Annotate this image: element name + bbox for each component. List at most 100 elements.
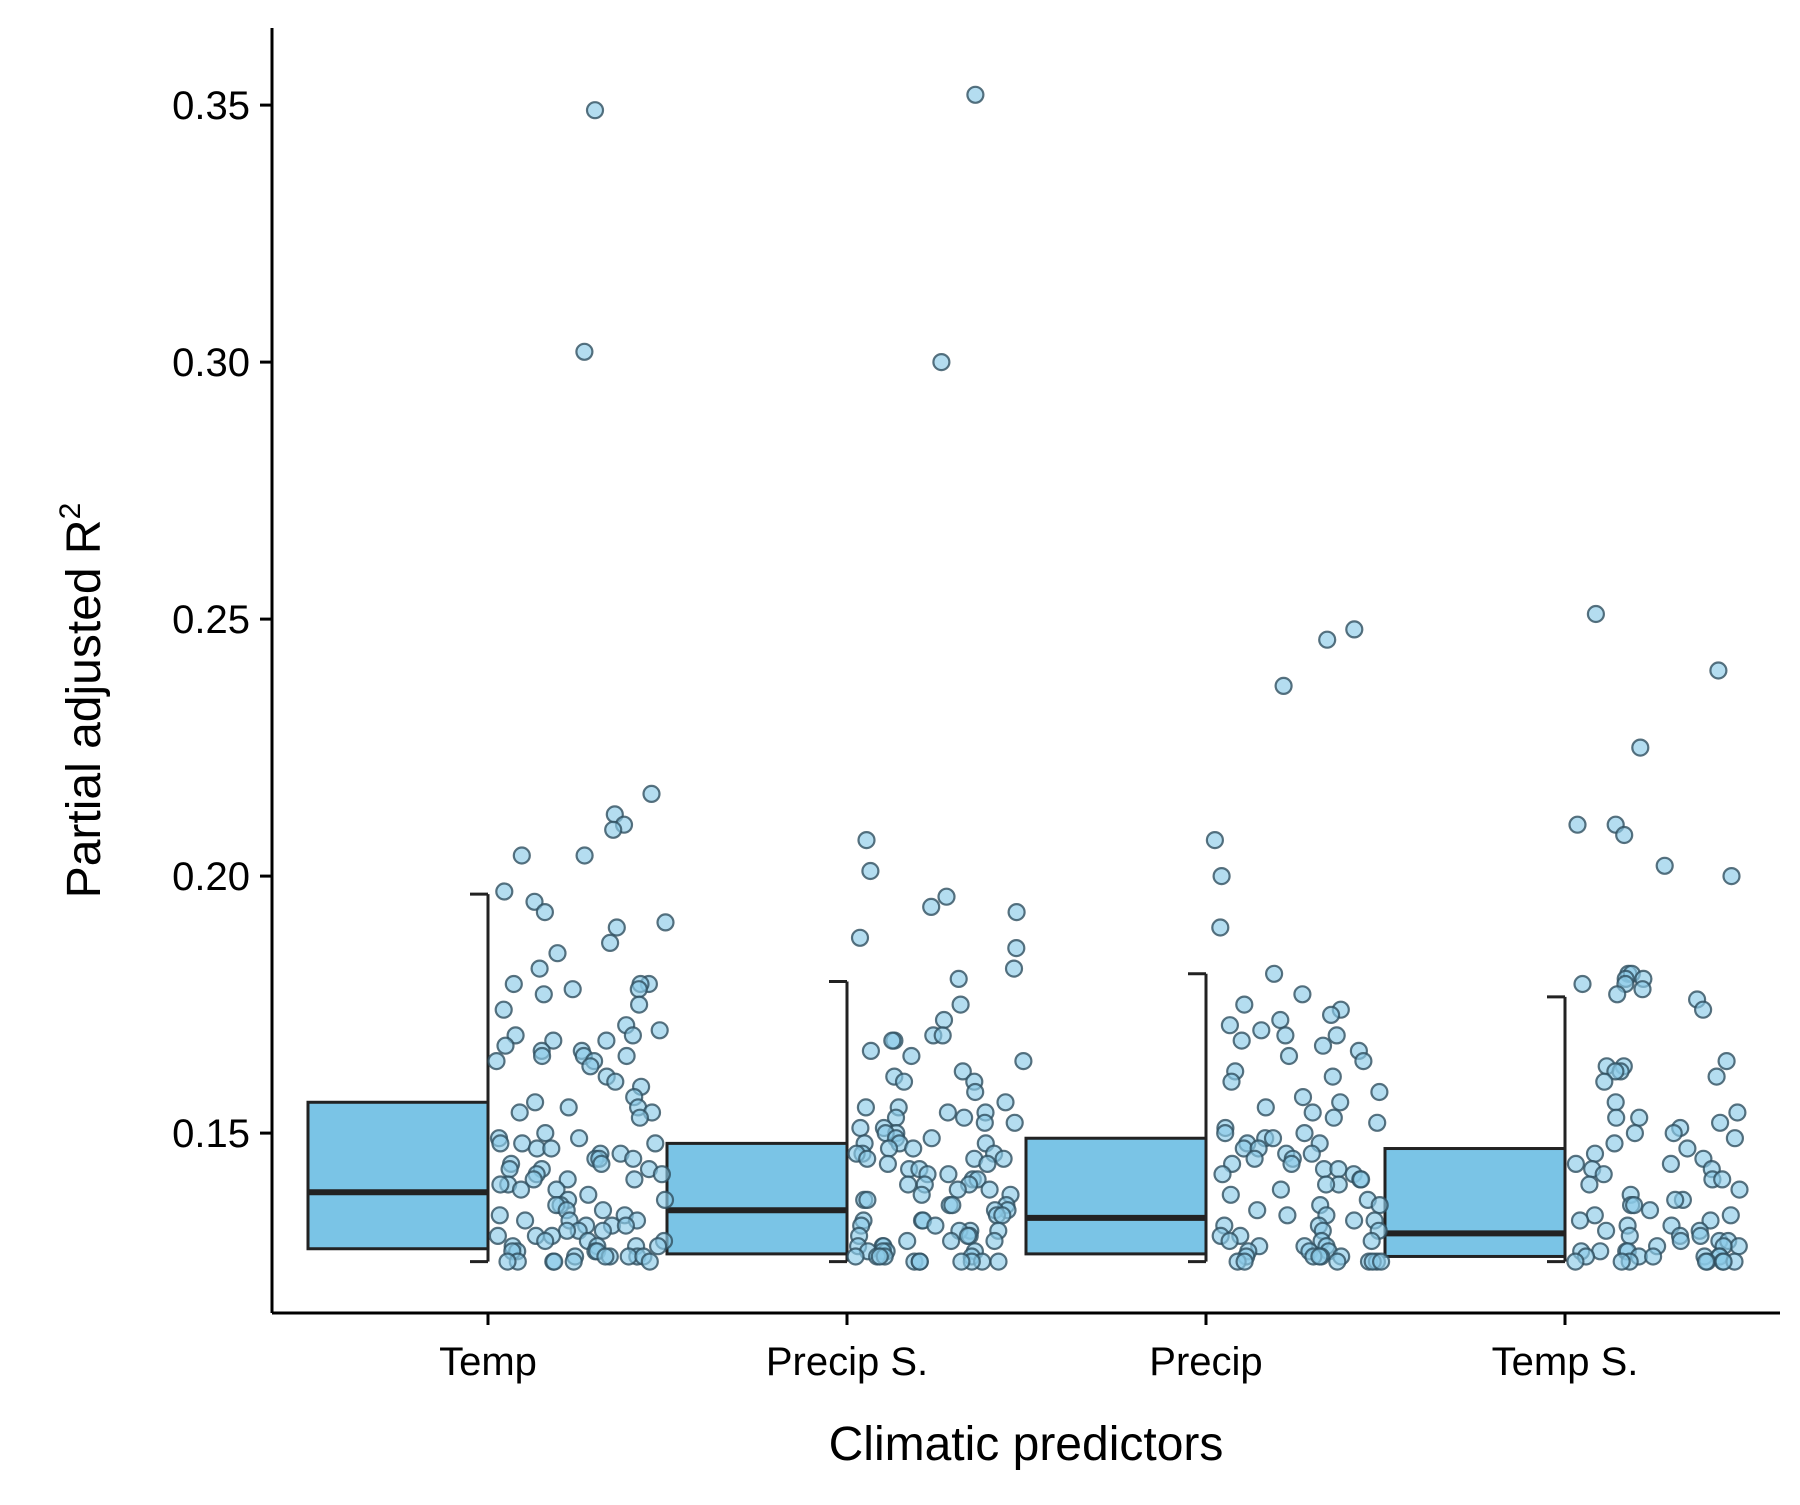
data-point (939, 1165, 958, 1184)
x-axis-title: Climatic predictors (829, 1418, 1224, 1471)
data-point (975, 1113, 994, 1132)
data-point (1313, 1036, 1333, 1055)
data-point (1710, 1113, 1730, 1132)
data-point (512, 846, 531, 865)
data-point (933, 1026, 952, 1045)
data-point (851, 1118, 870, 1138)
data-point (1606, 1062, 1625, 1081)
box-iqr (1383, 1147, 1567, 1258)
data-point (619, 1247, 638, 1266)
data-point (1271, 1180, 1291, 1199)
data-point (593, 1201, 613, 1220)
data-point (1007, 938, 1026, 958)
y-tick-label: 0.15 (172, 1112, 250, 1156)
data-point (1344, 1211, 1364, 1230)
data-point (491, 1175, 510, 1194)
data-point (1643, 1247, 1663, 1266)
data-point (1220, 1231, 1239, 1251)
data-point (1293, 1087, 1313, 1107)
data-point (926, 1216, 945, 1235)
data-point (1328, 1252, 1347, 1271)
data-point (870, 1247, 889, 1266)
data-point (1303, 1103, 1322, 1122)
data-point (1235, 1252, 1254, 1271)
points-group (1205, 620, 1391, 1271)
data-point (878, 1154, 898, 1174)
data-point (1216, 1123, 1235, 1143)
data-point (1232, 1031, 1251, 1050)
y-axis-title: Partial adjusted R2 (54, 503, 111, 899)
data-point (1631, 738, 1650, 757)
data-point (542, 1139, 561, 1158)
data-point (953, 1062, 972, 1081)
y-tick-label: 0.30 (172, 341, 250, 385)
data-point (846, 1247, 865, 1266)
data-point (1351, 1170, 1371, 1189)
data-point (1693, 1000, 1713, 1019)
data-point (1691, 1226, 1710, 1246)
data-point (1640, 1201, 1660, 1220)
plot-area (306, 85, 1749, 1271)
data-point (545, 1252, 564, 1271)
data-point (536, 1123, 555, 1143)
data-point (534, 985, 553, 1004)
data-point (575, 846, 594, 865)
box-iqr (665, 1141, 849, 1256)
data-point (535, 902, 555, 922)
data-point (646, 1134, 665, 1153)
data-point (1324, 1108, 1343, 1127)
data-point (488, 1226, 507, 1246)
data-point (1213, 1165, 1232, 1184)
data-point (524, 1170, 543, 1189)
data-point (510, 1103, 529, 1122)
data-point (1608, 985, 1627, 1004)
data-point (1362, 1231, 1381, 1251)
data-point (1568, 815, 1587, 834)
data-point (1678, 1139, 1697, 1158)
data-point (525, 1093, 545, 1112)
data-point (655, 1190, 675, 1210)
data-point (630, 1108, 650, 1127)
data-point (487, 1051, 506, 1071)
data-point (600, 933, 620, 953)
data-point (656, 913, 675, 932)
data-point (642, 784, 661, 804)
data-point (902, 1046, 921, 1066)
data-point (1666, 1190, 1685, 1210)
y-axis-title-text: Partial adjusted R (58, 519, 111, 898)
data-point (941, 1231, 961, 1251)
data-point (1714, 1252, 1733, 1271)
data-point (949, 969, 968, 989)
data-point (1295, 1123, 1314, 1143)
data-point (1354, 1051, 1373, 1071)
data-point (1245, 1149, 1264, 1168)
data-point (861, 861, 880, 881)
data-point (994, 1149, 1013, 1168)
data-point (1220, 1016, 1240, 1035)
data-point (1730, 1180, 1749, 1199)
data-point (894, 1072, 914, 1091)
data-point (1612, 1252, 1631, 1271)
x-tick-label: Temp (439, 1340, 537, 1384)
data-point (1585, 1144, 1605, 1163)
data-point (1721, 1206, 1740, 1225)
points-group (487, 101, 675, 1271)
data-point (985, 1231, 1004, 1251)
data-point (910, 1252, 929, 1271)
data-point (548, 944, 567, 963)
data-point (1252, 1021, 1271, 1040)
data-point (1274, 676, 1293, 696)
data-point (1661, 1154, 1681, 1174)
data-point (650, 1021, 669, 1040)
data-point (954, 1108, 974, 1127)
data-point (496, 1036, 515, 1055)
data-point (898, 1231, 917, 1251)
data-point (652, 1165, 672, 1184)
data-point (1368, 1113, 1387, 1132)
data-point (1263, 1129, 1283, 1148)
data-point (558, 1170, 577, 1189)
data-point (569, 1129, 589, 1148)
data-point (1671, 1231, 1690, 1251)
data-point (1271, 1010, 1290, 1030)
